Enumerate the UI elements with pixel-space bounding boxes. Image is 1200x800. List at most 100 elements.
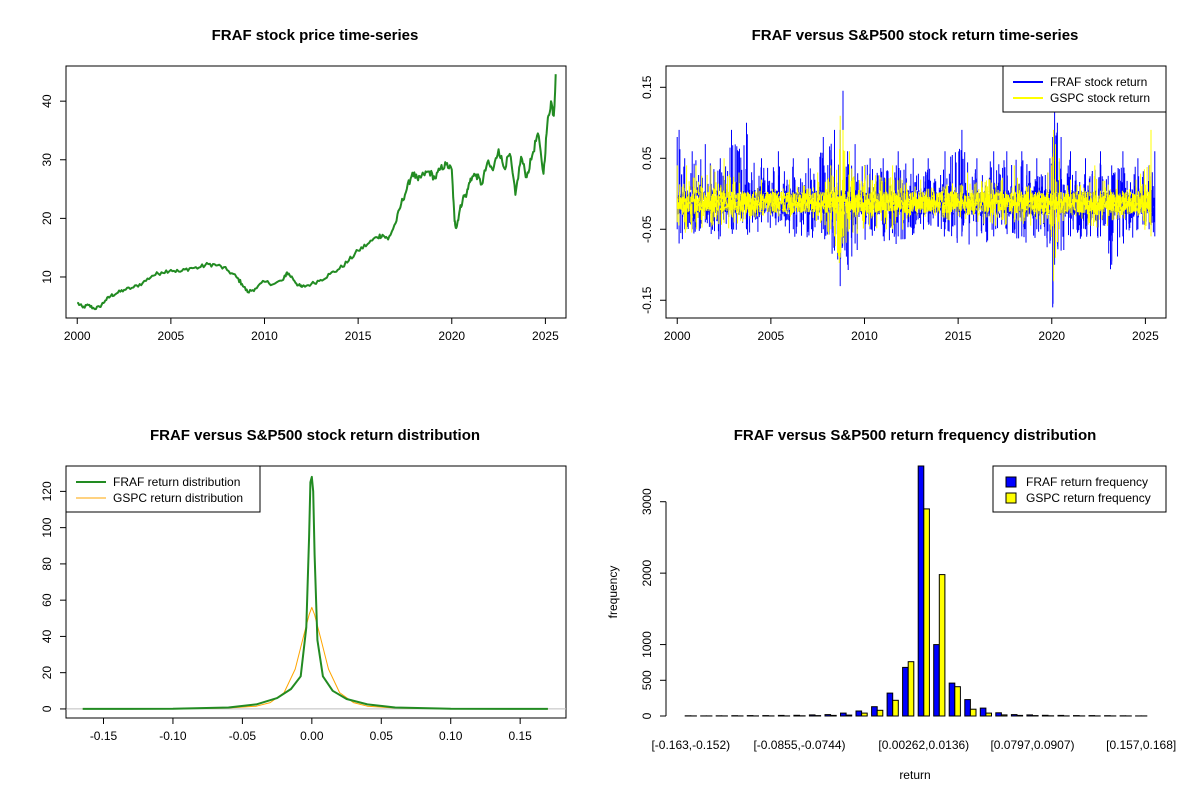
density-chart-x-tick-label: -0.15 — [90, 729, 118, 743]
fraf-frequency-bar — [855, 710, 863, 717]
frequency-chart-y-tick-label: 0 — [640, 712, 654, 719]
fraf-frequency-bar — [824, 714, 832, 717]
gspc-frequency-bar — [954, 686, 961, 717]
density-chart-marks — [66, 475, 566, 710]
density-legend-box — [65, 465, 261, 513]
price-chart-axes: 2000 2005 2010 2015 2020 2025 10 20 30 40 — [40, 94, 559, 343]
fraf-frequency-bar — [777, 714, 785, 717]
frequency-chart-y-tick-label: 2000 — [640, 559, 654, 586]
price-chart-y-tick-label: 10 — [40, 270, 54, 284]
fraf-density-line — [82, 475, 548, 710]
return-timeseries-x-tick-label: 2015 — [945, 329, 972, 343]
frequency-chart-marks — [684, 465, 1148, 717]
gspc-density-line — [82, 606, 548, 710]
gspc-frequency-bar — [985, 712, 993, 717]
legend-label-fraf-return: FRAF stock return — [1050, 75, 1147, 89]
frequency-chart-legend: FRAF return frequency GSPC return freque… — [992, 465, 1167, 513]
gspc-frequency-bar — [876, 709, 884, 717]
frequency-x-tick-label: [-0.0855,-0.0744) — [753, 738, 845, 752]
gspc-return-series — [676, 115, 1152, 282]
fraf-price-line — [77, 74, 557, 311]
fraf-frequency-bar — [933, 644, 940, 717]
gspc-frequency-bar — [830, 714, 837, 717]
frequency-y-axis-label: frequency — [606, 566, 620, 619]
price-chart-marks — [77, 74, 557, 311]
fraf-frequency-bar — [886, 692, 894, 717]
frequency-x-tick-label: [-0.163,-0.152) — [651, 738, 730, 752]
price-chart-y-tick-label: 30 — [40, 153, 54, 167]
legend-swatch-fraf-frequency — [1005, 476, 1017, 488]
density-chart-x-tick-label: 0.15 — [508, 729, 532, 743]
return-timeseries-legend: FRAF stock return GSPC stock return — [1002, 65, 1167, 113]
fraf-frequency-bar — [871, 706, 878, 717]
fraf-frequency-bar — [1041, 714, 1049, 717]
price-chart-x-tick-label: 2020 — [438, 329, 465, 343]
gspc-frequency-bar — [923, 508, 930, 717]
density-chart-x-tick-label: -0.10 — [159, 729, 187, 743]
fraf-frequency-bar — [793, 714, 801, 717]
return-timeseries-x-tick-label: 2010 — [851, 329, 878, 343]
density-chart-x-tick-label: 0.10 — [439, 729, 463, 743]
density-chart-x-tick-label: 0.00 — [300, 729, 324, 743]
density-chart-y-tick-label: 20 — [40, 666, 54, 680]
frequency-x-tick-label: [0.157,0.168] — [1106, 738, 1176, 752]
return-timeseries-axes: 2000 2005 2010 2015 2020 2025 -0.15 -0.05 0.05 0.… — [640, 75, 1159, 343]
frequency-x-tick-label: [0.00262,0.0136) — [878, 738, 969, 752]
legend-swatch-gspc-frequency — [1005, 492, 1017, 504]
gspc-return-series-path — [676, 115, 1152, 282]
fraf-frequency-bar — [917, 465, 925, 717]
gspc-frequency-bar — [938, 574, 946, 717]
return-timeseries-y-tick-label: -0.15 — [640, 286, 654, 314]
frequency-chart-title: FRAF versus S&P500 return frequency dist… — [734, 427, 1097, 444]
return-timeseries-x-tick-label: 2000 — [664, 329, 691, 343]
price-chart-y-tick-label: 40 — [40, 94, 54, 108]
gspc-frequency-bar — [845, 714, 853, 717]
return-timeseries-panel: FRAF versus S&P500 stock return time-ser… — [640, 27, 1167, 343]
density-chart-y-tick-label: 120 — [40, 481, 54, 501]
return-timeseries-y-tick-label: 0.15 — [640, 75, 654, 99]
frequency-chart-panel: FRAF versus S&P500 return frequency dist… — [606, 427, 1176, 782]
density-chart-y-tick-label: 0 — [40, 705, 54, 712]
gspc-frequency-bar — [892, 699, 899, 717]
density-chart-panel: FRAF versus S&P500 stock return distribu… — [40, 427, 567, 743]
frequency-chart-axes: 0 500 1000 2000 3000 [-0.163,-0.152) [-0.0855,… — [640, 488, 1176, 752]
density-chart-title: FRAF versus S&P500 stock return distribu… — [150, 427, 480, 444]
frequency-legend-box — [992, 465, 1167, 513]
gspc-frequency-bar — [1016, 714, 1024, 717]
return-timeseries-x-tick-label: 2020 — [1038, 329, 1065, 343]
price-chart-x-tick-label: 2025 — [532, 329, 559, 343]
density-chart-y-tick-label: 40 — [40, 629, 54, 643]
density-chart-x-tick-label: 0.05 — [370, 729, 394, 743]
legend-label-gspc-return: GSPC stock return — [1050, 91, 1150, 105]
fraf-frequency-bar — [1026, 714, 1034, 717]
legend-label-fraf-frequency: FRAF return frequency — [1026, 475, 1148, 489]
price-chart-x-tick-label: 2005 — [158, 329, 185, 343]
return-timeseries-x-tick-label: 2005 — [758, 329, 785, 343]
fraf-frequency-bar — [948, 682, 956, 717]
density-chart-axes: -0.15 -0.10 -0.05 0.00 0.05 0.10 0.15 0 20 40 60 80… — [40, 481, 532, 743]
fraf-frequency-bar — [1057, 714, 1065, 717]
price-chart-title: FRAF stock price time-series — [212, 27, 419, 44]
density-chart-y-tick-label: 100 — [40, 517, 54, 537]
price-chart-x-tick-label: 2000 — [64, 329, 91, 343]
density-chart-legend: FRAF return distribution GSPC return dis… — [65, 465, 261, 513]
fraf-frequency-bar — [979, 707, 987, 717]
frequency-chart-y-tick-label: 1000 — [640, 631, 654, 658]
return-timeseries-legend-box — [1002, 65, 1167, 113]
legend-label-gspc-density: GSPC return distribution — [113, 491, 243, 505]
legend-label-fraf-density: FRAF return distribution — [113, 475, 240, 489]
gspc-frequency-bar — [861, 712, 868, 717]
density-chart-y-tick-label: 80 — [40, 557, 54, 571]
density-chart-y-tick-label: 60 — [40, 593, 54, 607]
density-chart-x-tick-label: -0.05 — [229, 729, 257, 743]
frequency-x-tick-label: [0.0797,0.0907) — [990, 738, 1074, 752]
gspc-frequency-bar — [907, 661, 915, 717]
frequency-chart-y-tick-label: 500 — [640, 670, 654, 690]
return-timeseries-marks — [676, 90, 1156, 308]
return-timeseries-title: FRAF versus S&P500 stock return time-ser… — [752, 27, 1079, 44]
price-chart-x-tick-label: 2010 — [251, 329, 278, 343]
gspc-frequency-bar — [969, 708, 977, 717]
return-timeseries-y-tick-label: -0.05 — [640, 215, 654, 243]
fraf-frequency-bar — [995, 712, 1002, 717]
